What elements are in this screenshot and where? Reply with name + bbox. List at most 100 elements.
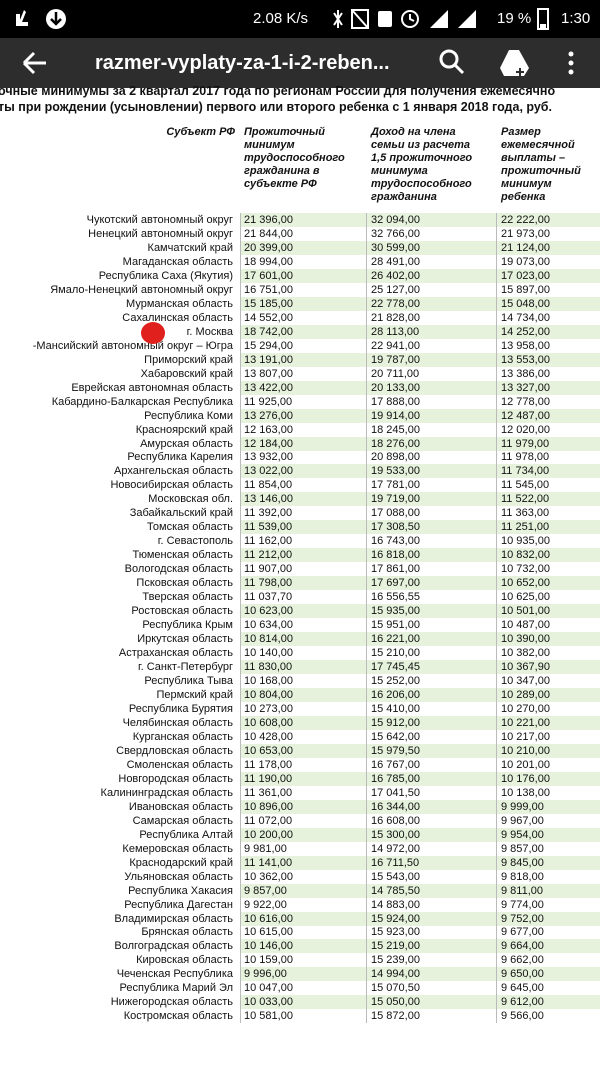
value-cell: 21 396,00 xyxy=(240,213,366,227)
value-cell: 13 022,00 xyxy=(240,464,366,479)
table-row: Еврейская автономная область 13 422,00 20 … xyxy=(0,380,600,395)
value-cell: 13 422,00 xyxy=(240,380,366,395)
page-title: razmer-vyplaty-za-1-i-2-reben... xyxy=(95,52,390,74)
value-cell: 18 742,00 xyxy=(240,324,366,339)
value-cell: 14 994,00 xyxy=(366,967,496,982)
value-cell: 13 553,00 xyxy=(496,352,600,367)
table-row: Чеченская Республика 9 996,00 14 994,00 9 6… xyxy=(0,967,600,982)
value-cell: 16 711,50 xyxy=(366,855,496,870)
value-cell: 10 140,00 xyxy=(240,646,366,661)
value-cell: 21 844,00 xyxy=(240,226,366,241)
region-name: Приморский край xyxy=(144,353,233,366)
value-cell: 10 814,00 xyxy=(240,632,366,647)
value-cell: 9 664,00 xyxy=(496,939,600,954)
table-row: Республика Крым 10 634,00 15 951,00 10 487,… xyxy=(0,618,600,633)
value-cell: 10 501,00 xyxy=(496,604,600,619)
value-cell: 15 912,00 xyxy=(366,715,496,730)
table-row: Ивановская область 10 896,00 16 344,00 9 99… xyxy=(0,799,600,814)
value-cell: 10 732,00 xyxy=(496,562,600,577)
table-row: Республика Карелия 13 932,00 20 898,00 11 9… xyxy=(0,450,600,465)
value-cell: 9 650,00 xyxy=(496,967,600,982)
value-cell: 10 146,00 xyxy=(240,939,366,954)
value-cell: 19 073,00 xyxy=(496,254,600,269)
table-row: Амурская область 12 184,00 18 276,00 11 979… xyxy=(0,436,600,451)
value-cell: 11 251,00 xyxy=(496,520,600,535)
region-name: г. Севастополь xyxy=(157,535,233,548)
value-cell: 13 327,00 xyxy=(496,380,600,395)
value-cell: 19 914,00 xyxy=(366,408,496,423)
menu-button[interactable] xyxy=(565,38,577,88)
region-name: Ростовская область xyxy=(131,605,233,618)
value-cell: 16 743,00 xyxy=(366,534,496,549)
value-cell: 15 543,00 xyxy=(366,869,496,884)
value-cell: 10 634,00 xyxy=(240,618,366,633)
back-button[interactable] xyxy=(20,38,60,88)
value-cell: 11 363,00 xyxy=(496,506,600,521)
region-name: Хабаровский край xyxy=(140,367,233,380)
region-name: Архангельская область xyxy=(114,465,233,478)
value-cell: 18 245,00 xyxy=(366,422,496,437)
value-cell: 12 163,00 xyxy=(240,422,366,437)
value-cell: 15 210,00 xyxy=(366,646,496,661)
region-name: Псковская область xyxy=(136,577,233,590)
value-cell: 17 023,00 xyxy=(496,268,600,283)
region-name: Краснодарский край xyxy=(129,856,233,869)
value-cell: 9 981,00 xyxy=(240,841,366,856)
column-header: Прожиточный минимум трудоспособного граж… xyxy=(244,126,345,190)
value-cell: 10 200,00 xyxy=(240,827,366,842)
drive-button[interactable] xyxy=(498,38,532,88)
region-name: Республика Коми xyxy=(144,409,233,422)
value-cell: 26 402,00 xyxy=(366,268,496,283)
value-cell: 9 922,00 xyxy=(240,897,366,912)
region-name: Тверская область xyxy=(142,591,233,604)
value-cell: 9 967,00 xyxy=(496,813,600,828)
search-button[interactable] xyxy=(437,38,467,88)
value-cell: 21 828,00 xyxy=(366,310,496,325)
value-cell: 10 935,00 xyxy=(496,534,600,549)
value-cell: 10 201,00 xyxy=(496,757,600,772)
value-cell: 22 778,00 xyxy=(366,296,496,311)
value-cell: 10 608,00 xyxy=(240,715,366,730)
value-cell: 16 344,00 xyxy=(366,799,496,814)
value-cell: 13 146,00 xyxy=(240,492,366,507)
value-cell: 10 382,00 xyxy=(496,646,600,661)
table-row: Тверская область 11 037,70 16 556,55 10 625… xyxy=(0,590,600,605)
value-cell: 9 954,00 xyxy=(496,827,600,842)
region-name: Чеченская Республика xyxy=(116,968,233,981)
value-cell: 14 734,00 xyxy=(496,310,600,325)
value-cell: 15 410,00 xyxy=(366,701,496,716)
value-cell: 14 972,00 xyxy=(366,841,496,856)
table-row: Астраханская область 10 140,00 15 210,00 10… xyxy=(0,646,600,661)
table-row: Республика Саха (Якутия) 17 601,00 26 402,… xyxy=(0,268,600,283)
column-header: Доход на члена семьи из расчета 1,5 прож… xyxy=(371,126,473,203)
value-cell: 15 252,00 xyxy=(366,674,496,688)
value-cell: 10 623,00 xyxy=(240,604,366,619)
region-name: Ямало-Ненецкий автономный округ xyxy=(50,283,233,296)
value-cell: 15 070,50 xyxy=(366,981,496,996)
value-cell: 9 857,00 xyxy=(240,883,366,898)
value-cell: 11 925,00 xyxy=(240,394,366,409)
table-row: Костромская область 10 581,00 15 872,00 9 5… xyxy=(0,1009,600,1024)
column-header: Субъект РФ xyxy=(166,126,235,138)
value-cell: 19 787,00 xyxy=(366,352,496,367)
value-cell: 9 752,00 xyxy=(496,911,600,926)
value-cell: 16 767,00 xyxy=(366,757,496,772)
table-row: Красноярский край 12 163,00 18 245,00 12 02… xyxy=(0,422,600,437)
app-bar: razmer-vyplaty-za-1-i-2-reben... xyxy=(0,38,600,88)
value-cell: 18 994,00 xyxy=(240,254,366,269)
table-row: Хабаровский край 13 807,00 20 711,00 13 386… xyxy=(0,366,600,381)
value-cell: 10 217,00 xyxy=(496,729,600,744)
value-cell: 10 367,90 xyxy=(496,660,600,675)
value-cell: 16 206,00 xyxy=(366,687,496,702)
value-cell: 10 896,00 xyxy=(240,799,366,814)
value-cell: 14 883,00 xyxy=(366,897,496,912)
value-cell: 11 162,00 xyxy=(240,534,366,549)
value-cell: 11 392,00 xyxy=(240,506,366,521)
value-cell: 15 642,00 xyxy=(366,729,496,744)
value-cell: 15 219,00 xyxy=(366,939,496,954)
value-cell: 10 289,00 xyxy=(496,687,600,702)
value-cell: 12 020,00 xyxy=(496,422,600,437)
value-cell: 9 612,00 xyxy=(496,995,600,1010)
table-row: Пермский край 10 804,00 16 206,00 10 289,00 xyxy=(0,687,600,702)
value-cell: 21 124,00 xyxy=(496,240,600,255)
